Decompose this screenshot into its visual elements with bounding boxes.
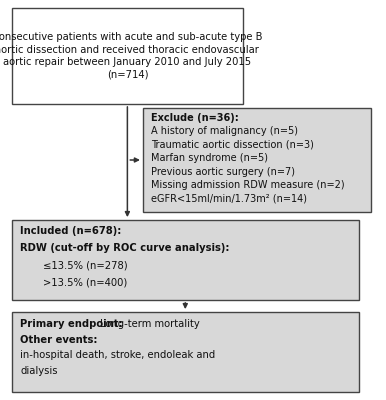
Bar [143,108,371,212]
Text: eGFR<15ml/min/1.73m² (n=14): eGFR<15ml/min/1.73m² (n=14) [151,194,307,204]
Text: dialysis: dialysis [20,366,58,376]
Text: Marfan syndrome (n=5): Marfan syndrome (n=5) [151,153,268,163]
Text: ≤13.5% (n=278): ≤13.5% (n=278) [43,260,128,270]
Text: RDW (cut-off by ROC curve analysis):: RDW (cut-off by ROC curve analysis): [20,243,230,253]
Text: Included (n=678):: Included (n=678): [20,226,122,236]
Text: >13.5% (n=400): >13.5% (n=400) [43,277,127,287]
Text: Consecutive patients with acute and sub-acute type B
aortic dissection and recei: Consecutive patients with acute and sub-… [0,32,262,80]
Text: Other events:: Other events: [20,335,98,345]
Text: Missing admission RDW measure (n=2): Missing admission RDW measure (n=2) [151,180,345,190]
Text: Traumatic aortic dissection (n=3): Traumatic aortic dissection (n=3) [151,140,314,150]
Text: Exclude (n=36):: Exclude (n=36): [151,113,239,123]
Text: A history of malignancy (n=5): A history of malignancy (n=5) [151,126,298,136]
Text: Long-term mortality: Long-term mortality [100,319,200,329]
Text: Previous aortic surgery (n=7): Previous aortic surgery (n=7) [151,167,295,177]
Bar [12,8,243,104]
Bar [12,220,359,300]
Text: in-hospital death, stroke, endoleak and: in-hospital death, stroke, endoleak and [20,350,215,360]
Bar [12,312,359,392]
Text: Primary endpoint:: Primary endpoint: [20,319,123,329]
